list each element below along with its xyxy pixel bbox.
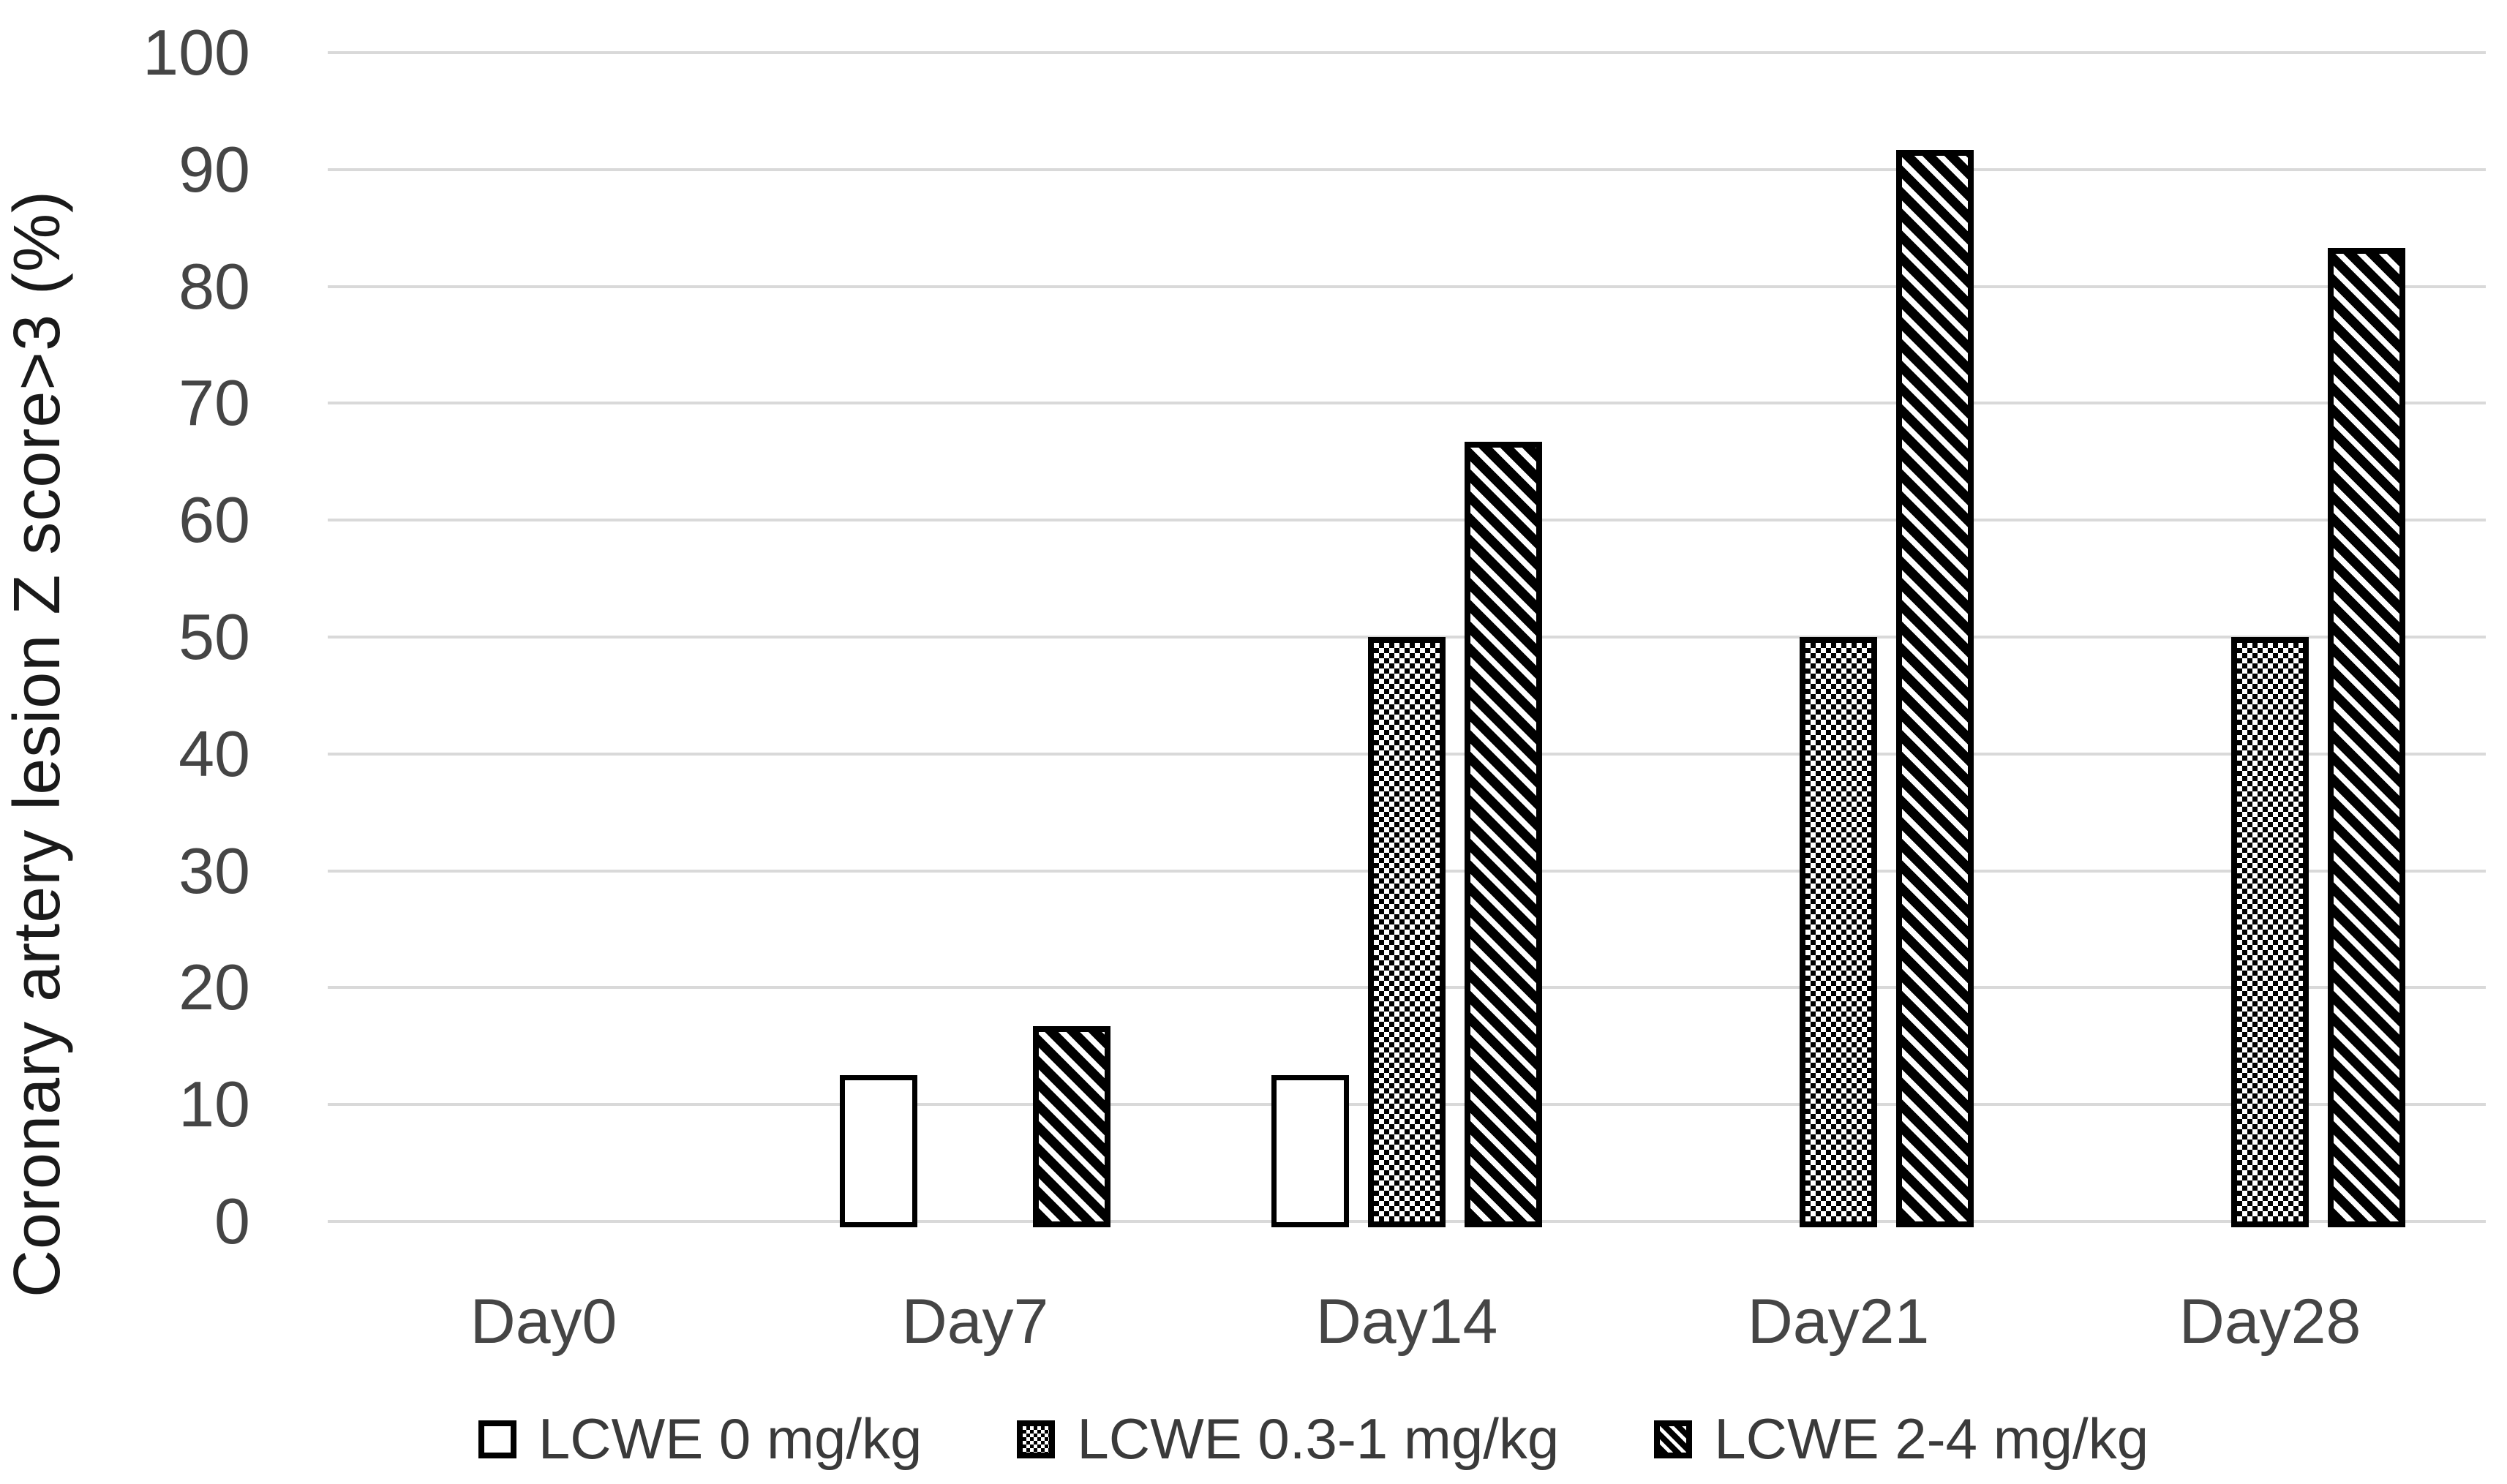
bar-day14-series-2 <box>1368 637 1446 1227</box>
x-category-label-day21: Day21 <box>1747 1287 1930 1357</box>
y-tick-label-0: 0 <box>214 1185 250 1257</box>
legend-entry-3: LCWE 2-4 mg/kg <box>1654 1406 2149 1472</box>
x-category-label-day14: Day14 <box>1315 1287 1498 1357</box>
bar-day21-series-2 <box>1800 637 1877 1227</box>
y-tick-label-80: 80 <box>178 249 250 323</box>
legend-label-3: LCWE 2-4 mg/kg <box>1714 1406 2149 1471</box>
gridline-70 <box>328 402 2486 405</box>
y-tick-label-30: 30 <box>178 834 250 907</box>
bar-day28-series-2 <box>2231 637 2309 1227</box>
legend-swatch-checker-icon <box>1017 1420 1056 1458</box>
bar-day28-series-3 <box>2328 247 2405 1227</box>
y-tick-label-90: 90 <box>178 132 250 206</box>
x-category-label-day0: Day0 <box>470 1287 617 1357</box>
y-tick-label-60: 60 <box>178 483 250 557</box>
legend-entry-1: LCWE 0 mg/kg <box>478 1406 922 1472</box>
chart-legend: LCWE 0 mg/kg LCWE 0.3-1 mg/kg LCWE 2-4 mg/… <box>0 1406 2507 1472</box>
gridline-60 <box>328 519 2486 522</box>
x-category-label-day28: Day28 <box>2179 1287 2361 1357</box>
y-tick-label-70: 70 <box>178 366 250 440</box>
bar-day7-series-3 <box>1033 1026 1110 1227</box>
legend-entry-2: LCWE 0.3-1 mg/kg <box>1017 1406 1559 1472</box>
y-tick-label-40: 40 <box>178 717 250 790</box>
legend-label-1: LCWE 0 mg/kg <box>538 1406 922 1471</box>
gridline-100 <box>328 51 2486 54</box>
legend-label-2: LCWE 0.3-1 mg/kg <box>1077 1406 1560 1471</box>
y-tick-label-100: 100 <box>143 16 250 88</box>
legend-swatch-white-icon <box>478 1420 516 1458</box>
y-tick-label-20: 20 <box>178 951 250 1024</box>
gridline-80 <box>328 285 2486 288</box>
bar-day21-series-3 <box>1896 149 1974 1227</box>
bar-day14-series-3 <box>1465 442 1542 1227</box>
y-tick-label-50: 50 <box>178 600 250 673</box>
legend-swatch-diagonal-hatch-icon <box>1654 1420 1693 1458</box>
bar-day14-series-1 <box>1271 1075 1349 1227</box>
y-tick-label-10: 10 <box>178 1068 250 1141</box>
bar-day7-series-1 <box>840 1075 917 1227</box>
gridline-90 <box>328 167 2486 171</box>
x-category-label-day7: Day7 <box>901 1287 1049 1357</box>
